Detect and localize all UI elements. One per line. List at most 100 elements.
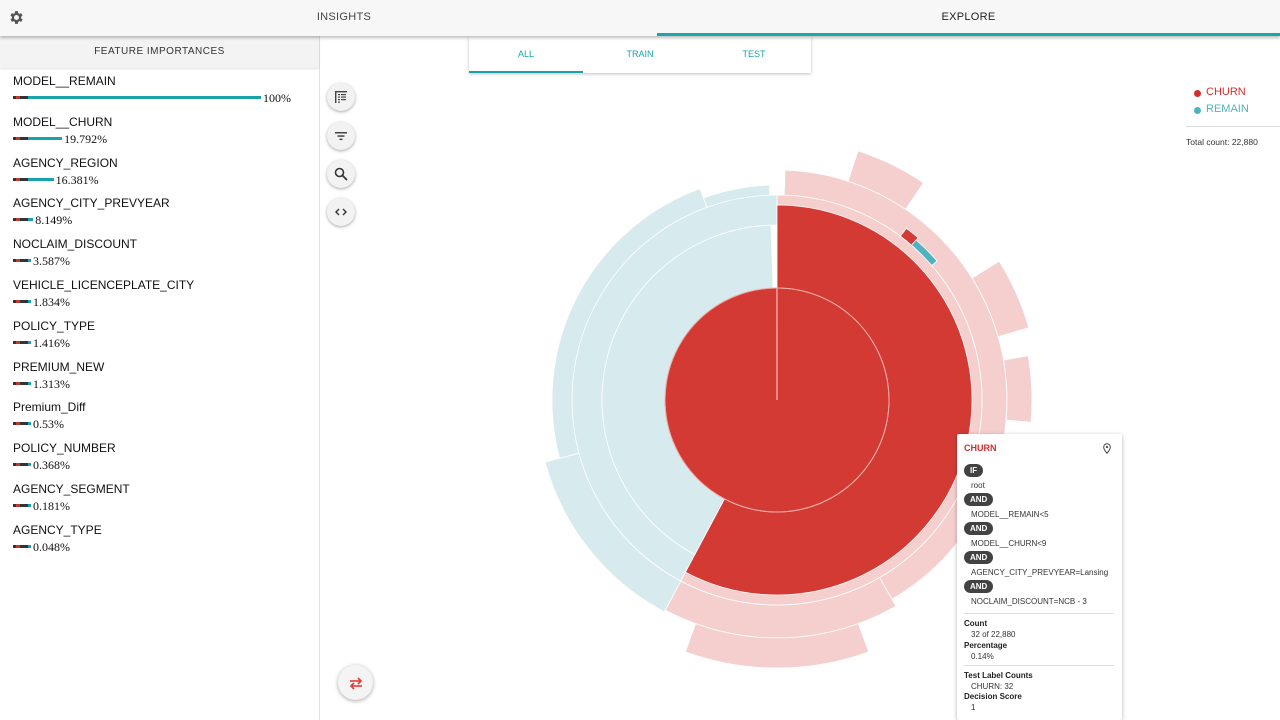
rule-condition: root — [971, 481, 985, 490]
importance-bar-fill — [13, 177, 54, 181]
importance-bar-base — [13, 340, 28, 344]
tab-all[interactable]: ALL — [469, 36, 583, 73]
feature-item[interactable]: MODEL__CHURN 19.792% — [13, 115, 313, 146]
feature-item[interactable]: POLICY_NUMBER 0.368% — [13, 441, 313, 472]
importance-bar: 0.181% — [13, 499, 313, 513]
importance-value: 100% — [263, 91, 291, 105]
swap-button[interactable] — [338, 665, 373, 700]
importance-value: 0.53% — [33, 417, 64, 432]
top-bar: INSIGHTS EXPLORE — [0, 0, 1280, 36]
importance-bar-marker — [16, 259, 20, 263]
swap-icon — [349, 676, 362, 690]
feature-item[interactable]: NOCLAIM_DISCOUNT 3.587% — [13, 237, 313, 268]
feature-name: POLICY_TYPE — [13, 318, 96, 333]
importance-bar-base — [13, 136, 28, 140]
list-view-button[interactable] — [327, 83, 355, 111]
tab-explore[interactable]: EXPLORE — [657, 0, 1280, 36]
importance-bar-marker — [16, 96, 20, 99]
sunburst-ring — [664, 287, 890, 513]
importance-value: 3.587% — [33, 254, 70, 269]
feature-name: AGENCY_TYPE — [13, 522, 102, 537]
importance-bar: 0.048% — [13, 540, 313, 554]
importance-bar: 0.53% — [13, 417, 313, 431]
feature-item[interactable]: AGENCY_TYPE 0.048% — [13, 523, 313, 554]
code-button[interactable] — [327, 198, 355, 226]
count-value: 32 of 22,880 — [971, 630, 1016, 639]
feature-item[interactable]: Premium_Diff 0.53% — [13, 400, 313, 431]
feature-item[interactable]: AGENCY_SEGMENT 0.181% — [13, 482, 313, 513]
importance-bar-base — [13, 177, 28, 181]
decision-score-label: Decision Score — [964, 692, 1022, 701]
importance-bar-base — [13, 96, 28, 99]
importance-bar-base — [13, 218, 28, 222]
feature-item[interactable]: AGENCY_REGION 16.381% — [13, 156, 313, 187]
count-label: Count — [964, 619, 988, 628]
search-icon — [334, 167, 348, 181]
percentage-label: Percentage — [964, 641, 1008, 650]
test-label-counts-label: Test Label Counts — [964, 671, 1033, 680]
importance-bar: 19.792% — [13, 132, 313, 146]
total-count: Total count: 22,880 — [1186, 137, 1258, 147]
importance-value: 0.181% — [33, 499, 70, 513]
sunburst-segment[interactable] — [847, 150, 925, 210]
importance-bar-fill — [13, 136, 63, 140]
feature-name: POLICY_NUMBER — [13, 441, 116, 456]
importance-bar-fill — [13, 96, 261, 99]
feature-name: MODEL__REMAIN — [13, 74, 116, 88]
tab-test[interactable]: TEST — [742, 49, 766, 59]
legend-label: REMAIN — [1206, 103, 1249, 115]
pin-icon[interactable] — [1102, 443, 1112, 454]
card-divider — [964, 613, 1114, 614]
importance-bar-marker — [16, 177, 20, 181]
feature-name: MODEL__CHURN — [13, 114, 113, 129]
importance-bar-base — [13, 463, 28, 467]
remain-dot-icon — [1194, 107, 1201, 114]
feature-name: AGENCY_SEGMENT — [13, 482, 130, 496]
rule-op-pill: AND — [964, 580, 994, 593]
feature-item[interactable]: AGENCY_CITY_PREVYEAR 8.149% — [13, 196, 313, 227]
importance-value: 8.149% — [35, 213, 73, 228]
sunburst-segment[interactable] — [971, 260, 1030, 338]
feature-item[interactable]: POLICY_TYPE 1.416% — [13, 319, 313, 350]
importance-bar-marker — [16, 300, 20, 303]
importance-bar-base — [13, 259, 28, 263]
feature-item[interactable]: VEHICLE_LICENCEPLATE_CITY 1.834% — [13, 278, 313, 309]
importance-bar: 8.149% — [13, 213, 313, 227]
filter-button[interactable] — [327, 122, 355, 150]
rule-condition: NOCLAIM_DISCOUNT=NCB - 3 — [971, 597, 1087, 606]
importance-value: 16.381% — [55, 172, 99, 187]
list-icon — [335, 91, 347, 103]
rule-op-pill: AND — [964, 522, 994, 535]
importance-bar: 1.834% — [13, 295, 313, 309]
importance-bar: 1.416% — [13, 336, 313, 350]
importance-value: 0.048% — [33, 539, 70, 554]
feature-name: AGENCY_CITY_PREVYEAR — [13, 196, 170, 211]
importance-bar-base — [13, 544, 28, 548]
rule-condition: AGENCY_CITY_PREVYEAR=Lansing — [971, 568, 1109, 577]
feature-name: PREMIUM_NEW — [13, 359, 105, 374]
importance-bar-marker — [16, 340, 20, 344]
sunburst-segment[interactable] — [684, 623, 870, 669]
tab-train[interactable]: TRAIN — [626, 49, 654, 59]
importance-value: 1.313% — [33, 376, 70, 391]
gear-icon[interactable] — [8, 9, 25, 26]
importance-bar-marker — [16, 504, 20, 507]
legend-label: CHURN — [1206, 86, 1246, 98]
rule-condition: MODEL__CHURN<9 — [971, 539, 1047, 548]
importance-value: 0.368% — [33, 458, 70, 473]
feature-item[interactable]: PREMIUM_NEW 1.313% — [13, 360, 313, 391]
rule-condition: MODEL__REMAIN<5 — [971, 510, 1049, 519]
feature-item[interactable]: MODEL__REMAIN 100% — [13, 74, 313, 105]
rule-op-pill: AND — [964, 551, 994, 564]
sunburst-segment[interactable] — [1003, 355, 1033, 423]
importance-bar-marker — [16, 381, 20, 385]
importance-bar-base — [13, 504, 28, 507]
tab-insights[interactable]: INSIGHTS — [316, 11, 372, 23]
sunburst-center[interactable] — [664, 287, 890, 513]
legend-divider — [1186, 126, 1280, 127]
search-button[interactable] — [327, 160, 355, 188]
importance-bar-marker — [16, 544, 20, 548]
rule-op-pill: AND — [964, 493, 994, 506]
importance-bar-marker — [16, 422, 20, 426]
sunburst-chart[interactable] — [520, 110, 1060, 670]
